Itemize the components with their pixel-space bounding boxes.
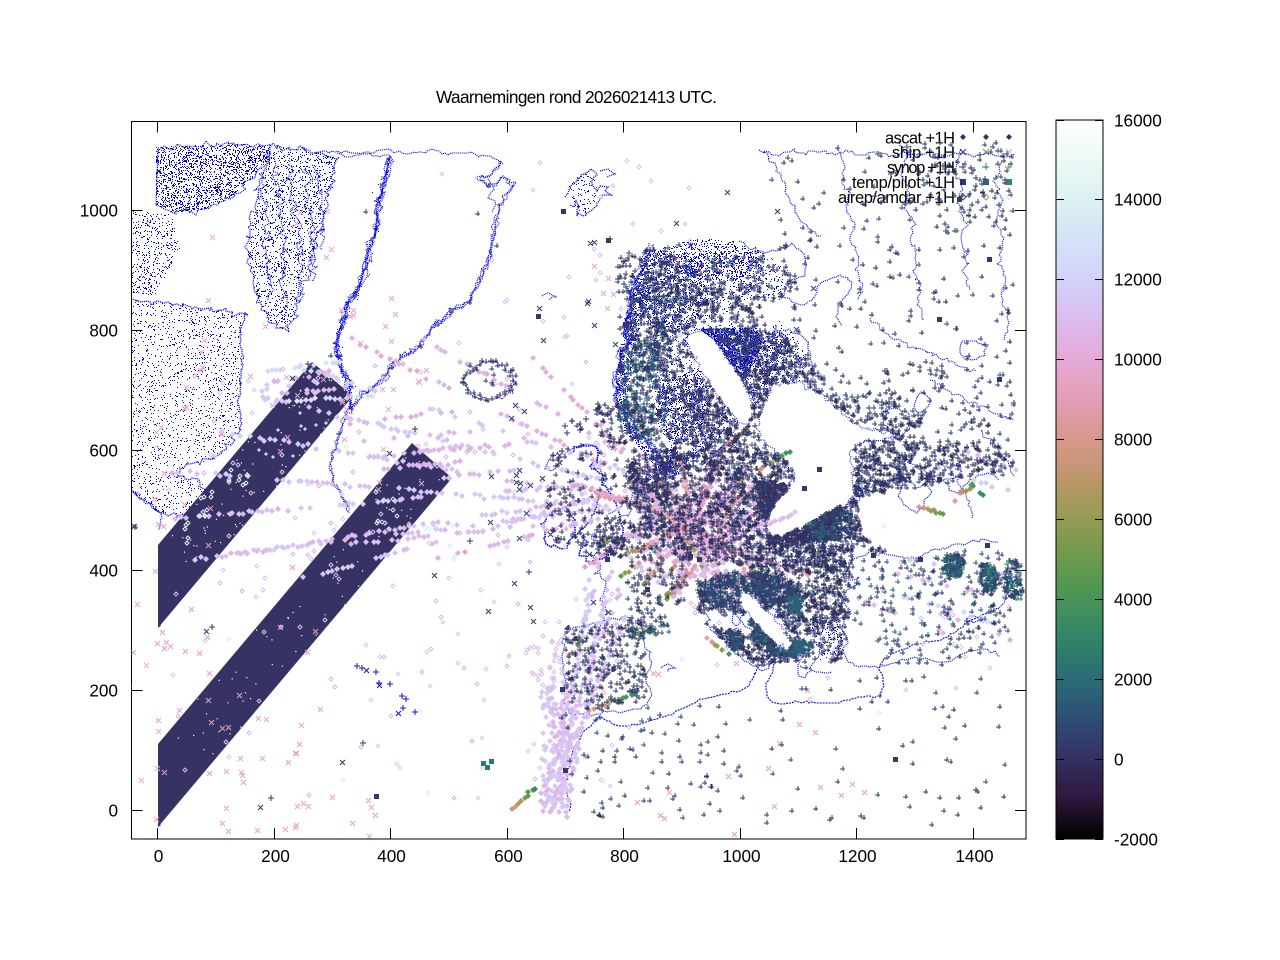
svg-text:temp/pilot +1H: temp/pilot +1H [852,174,955,192]
svg-text:0: 0 [154,846,164,866]
svg-text:12000: 12000 [1114,270,1162,290]
svg-text:1400: 1400 [955,846,993,866]
svg-text:1000: 1000 [80,201,118,221]
svg-text:600: 600 [89,441,118,461]
svg-text:1000: 1000 [722,846,760,866]
svg-text:800: 800 [610,846,639,866]
svg-text:800: 800 [89,321,118,341]
svg-text:200: 200 [89,681,118,701]
svg-text:400: 400 [377,846,406,866]
svg-text:400: 400 [89,561,118,581]
svg-text:10000: 10000 [1114,350,1162,370]
svg-text:2000: 2000 [1114,670,1152,690]
svg-text:1200: 1200 [838,846,876,866]
svg-text:6000: 6000 [1114,510,1152,530]
svg-text:-2000: -2000 [1114,830,1158,850]
svg-text:0: 0 [108,801,118,821]
svg-text:16000: 16000 [1114,111,1162,131]
svg-text:600: 600 [494,846,523,866]
svg-text:Waarnemingen rond 2026021413 U: Waarnemingen rond 2026021413 UTC. [436,87,717,107]
svg-text:4000: 4000 [1114,590,1152,610]
svg-text:8000: 8000 [1114,430,1152,450]
svg-text:200: 200 [261,846,290,866]
svg-text:14000: 14000 [1114,190,1162,210]
svg-text:0: 0 [1114,750,1124,770]
